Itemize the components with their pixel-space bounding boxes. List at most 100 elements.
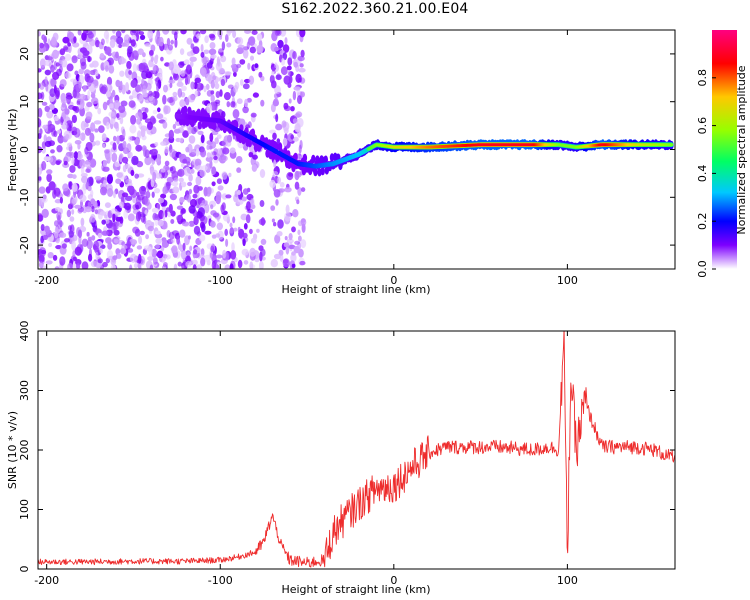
spectrogram-noise-cell [246, 201, 251, 212]
spectrogram-noise-cell [277, 219, 284, 229]
spectrogram-noise-cell [64, 72, 72, 79]
spectrogram-noise-cell [245, 214, 251, 224]
spectrogram-noise-cell [275, 199, 279, 206]
spectrogram-noise-cell [233, 227, 238, 232]
spectrogram-noise-cell [67, 262, 73, 269]
spectrogram-noise-cell [118, 189, 125, 200]
spectrogram-noise-cell [56, 211, 62, 221]
spectrogram-noise-cell [155, 173, 162, 179]
spectrogram-noise-cell [162, 30, 170, 35]
spectrogram-noise-cell [252, 154, 258, 160]
spectrogram-noise-cell [271, 80, 277, 89]
spectrogram-noise-cell [60, 116, 64, 126]
spectrogram-noise-cell [60, 99, 67, 104]
spectrogram-noise-cell [275, 74, 282, 81]
spectrogram-noise-cell [166, 176, 174, 183]
spectrogram-x-tick-label: -200 [34, 274, 59, 287]
spectrogram-noise-cell [102, 261, 108, 268]
spectrogram-noise-cell [128, 135, 133, 142]
spectrogram-noise-cell [274, 30, 282, 37]
spectrogram-noise-cell [298, 235, 302, 242]
spectrogram-noise-cell [45, 123, 49, 133]
spectrogram-noise-cell [160, 141, 167, 146]
spectrogram-noise-cell [192, 193, 198, 199]
spectrogram-noise-cell [131, 30, 138, 34]
spectrogram-noise-cell [41, 141, 47, 149]
spectrogram-noise-cell [93, 79, 99, 89]
spectrogram-noise-cell [68, 181, 73, 190]
spectrogram-noise-cell [115, 79, 121, 88]
spectrogram-y-tick-label: -20 [18, 236, 31, 254]
spectrogram-noise-cell [38, 176, 42, 181]
spectrogram-noise-cell [212, 75, 217, 81]
spectrogram-noise-cell [85, 181, 89, 190]
spectrogram-noise-cell [105, 183, 113, 192]
spectrogram-noise-cell [116, 172, 123, 179]
spectrogram-noise-cell [176, 205, 184, 210]
spectrogram-noise-cell [112, 213, 116, 223]
spectrogram-noise-cell [210, 90, 215, 95]
spectrogram-noise-cell [97, 258, 103, 264]
spectrogram-noise-cell [190, 81, 195, 90]
spectrogram-noise-cell [273, 253, 281, 260]
colorbar: 0.0 0.2 0.4 0.6 0.8 Normalized spectral ampl… [696, 30, 748, 278]
spectrogram-noise-cell [282, 258, 290, 268]
spectrogram-ridge-cell [247, 139, 252, 148]
spectrogram-noise-cell [168, 129, 174, 140]
spectrogram-ridge-cell [293, 152, 298, 162]
spectrogram-noise-cell [105, 237, 112, 244]
spectrogram-noise-cell [174, 38, 178, 48]
spectrogram-noise-cell [115, 216, 122, 222]
spectrogram-noise-cell [275, 113, 279, 123]
spectrogram-noise-cell [102, 143, 106, 148]
spectrogram-noise-cell [105, 90, 111, 98]
spectrogram-noise-cell [44, 76, 48, 85]
spectrogram-noise-cell [68, 105, 75, 110]
spectrogram-noise-cell [169, 82, 173, 89]
spectrogram-noise-cell [157, 107, 161, 113]
spectrogram-noise-cell [113, 238, 120, 244]
spectrogram-noise-cell [275, 123, 283, 131]
spectrogram-noise-cell [62, 183, 69, 192]
spectrogram-noise-cell [177, 261, 182, 267]
spectrogram-noise-cell [73, 36, 77, 43]
spectrogram-noise-cell [176, 235, 181, 245]
spectrogram-noise-cell [298, 67, 306, 73]
spectrogram-noise-cell [148, 246, 153, 257]
spectrogram-noise-cell [205, 156, 213, 162]
spectrogram-noise-cell [232, 216, 236, 224]
spectrogram-noise-cell [155, 54, 159, 60]
spectrogram-noise-cell [194, 158, 202, 167]
spectrogram-noise-cell [72, 256, 78, 261]
spectrogram-noise-cell [147, 30, 154, 40]
spectrogram-noise-cell [211, 166, 217, 175]
spectrogram-noise-cell [192, 264, 197, 269]
spectrogram-noise-cell [81, 175, 88, 184]
spectrogram-noise-cell [152, 109, 158, 115]
spectrogram-noise-cell [162, 211, 166, 221]
spectrogram-noise-cell [191, 148, 198, 155]
spectrogram-noise-cell [97, 107, 102, 115]
spectrogram-noise-cell [221, 41, 226, 51]
spectrogram-noise-cell [298, 144, 302, 154]
spectrogram-noise-cell [119, 181, 125, 188]
spectrogram-noise-cell [155, 252, 162, 257]
snr-y-tick-label: 100 [18, 499, 31, 520]
spectrogram-y-label: Frequency (Hz) [6, 109, 19, 192]
spectrogram-noise-cell [188, 188, 193, 195]
spectrogram-noise-cell [215, 194, 221, 205]
spectrogram-noise-cell [94, 140, 101, 146]
spectrogram-noise-cell [209, 252, 213, 259]
spectrogram-noise-cell [243, 260, 249, 265]
spectrogram-noise-cell [244, 30, 252, 34]
spectrogram-noise-cell [125, 195, 133, 201]
spectrogram-noise-cell [83, 161, 91, 168]
spectrogram-noise-cell [283, 127, 289, 134]
spectrogram-noise-cell [212, 264, 220, 269]
spectrogram-noise-cell [182, 158, 188, 164]
spectrogram-noise-cell [98, 125, 105, 133]
spectrogram-noise-cell [94, 176, 102, 181]
spectrogram-noise-cell [168, 203, 173, 214]
spectrogram-noise-cell [200, 215, 208, 225]
spectrogram-noise-cell [85, 111, 93, 120]
